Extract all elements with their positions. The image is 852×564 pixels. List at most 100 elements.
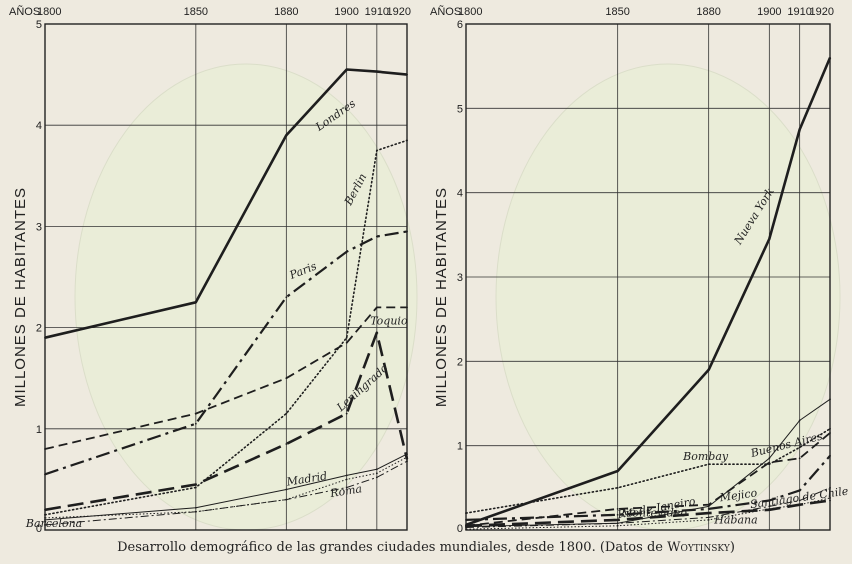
- data-point-barcelona-1900: [345, 478, 348, 481]
- data-point-madrid-1920: [406, 453, 408, 455]
- data-point-madrid-1850: [194, 506, 197, 509]
- data-point-bombay-1920: [829, 427, 831, 430]
- x-tick-label-1920: 1920: [387, 6, 411, 18]
- data-point-buenos-aires-1880: [707, 505, 710, 508]
- plot-frame: [465, 23, 831, 531]
- data-point-paris-1800: [44, 473, 46, 476]
- y-tick-label-1: 1: [36, 424, 42, 436]
- series-line-nueva-york: [465, 57, 832, 527]
- data-point-toquio-1800: [44, 448, 46, 450]
- caption-source: Woytinsky: [667, 540, 730, 555]
- data-point-madrid-1800: [44, 518, 46, 521]
- data-point-roma-1910: [375, 476, 378, 479]
- x-tick-label-1910: 1910: [787, 6, 811, 18]
- series-line-roma: [44, 460, 408, 526]
- data-point-habana-1880: [707, 512, 710, 515]
- background-halo: [74, 63, 418, 531]
- y-tick-label-6: 6: [457, 19, 463, 31]
- data-point-bombay-1910: [798, 446, 801, 449]
- caption-main: Desarrollo demográfico de las grandes ci…: [117, 540, 668, 555]
- data-point-nueva-york-1900: [768, 238, 771, 240]
- data-point-paris-1900: [345, 250, 348, 253]
- y-tick-label-0: 0: [36, 523, 42, 535]
- y-tick-label-5: 5: [36, 19, 42, 31]
- data-point-leningrado-1850: [194, 483, 197, 486]
- data-point-roma-1800: [44, 524, 46, 526]
- y-axis-label: MILLONES DE HABITANTES: [12, 187, 29, 407]
- y-tick-label-4: 4: [36, 120, 42, 132]
- data-point-berlin-1880: [285, 412, 288, 415]
- y-tick-label-0: 0: [457, 523, 463, 535]
- data-point-montevideo-1800: [465, 528, 467, 531]
- data-point-bombay-1800: [465, 512, 467, 515]
- data-point-paris-1850: [194, 422, 197, 425]
- data-point-rio-de-janeiro-1850: [616, 508, 619, 510]
- data-point-madrid-1910: [375, 468, 378, 471]
- data-point-berlin-1900: [345, 336, 348, 339]
- data-point-roma-1900: [345, 486, 348, 489]
- caption-close: ): [729, 540, 735, 555]
- series-line-berlin: [44, 139, 408, 516]
- x-tick-label-1880: 1880: [696, 6, 720, 18]
- data-point-leningrado-1910: [375, 331, 378, 334]
- data-point-londres-1880: [285, 134, 288, 137]
- series-line-barcelona: [44, 456, 408, 519]
- y-tick-label-4: 4: [457, 188, 463, 200]
- series-line-paris: [44, 230, 408, 476]
- y-tick-label-1: 1: [457, 441, 463, 453]
- figure-caption: Desarrollo demográfico de las grandes ci…: [0, 540, 852, 555]
- data-point-santiago-de-chile-1880: [707, 516, 710, 519]
- data-point-londres-1920: [406, 73, 408, 76]
- y-tick-label-2: 2: [457, 356, 463, 368]
- data-point-leningrado-1900: [345, 412, 348, 415]
- data-point-habana-1920: [829, 499, 831, 502]
- data-point-nueva-york-1850: [616, 470, 619, 472]
- data-point-nueva-york-1880: [707, 368, 710, 371]
- series-label-habana: Habana: [713, 513, 757, 526]
- data-point-paris-1880: [285, 296, 288, 299]
- series-line-rio-de-janeiro: [465, 432, 831, 527]
- data-point-paris-1910: [375, 235, 378, 238]
- x-tick-label-1900: 1900: [334, 6, 358, 18]
- data-point-barcelona-1920: [406, 456, 408, 459]
- data-point-berlin-1910: [375, 149, 378, 152]
- series-line-bombay: [465, 427, 831, 514]
- series-line-madrid: [44, 453, 408, 521]
- series-line-mejico: [465, 455, 831, 521]
- series-line-santiago-de-chile: [465, 487, 831, 528]
- data-point-rio-de-janeiro-1880: [707, 503, 710, 506]
- data-point-santiago-de-chile-1900: [768, 505, 771, 508]
- data-point-berlin-1920: [406, 139, 408, 142]
- data-point-londres-1850: [194, 301, 197, 304]
- data-point-santiago-de-chile-1920: [829, 486, 831, 489]
- data-point-santiago-de-chile-1910: [798, 499, 801, 502]
- x-tick-label-1900: 1900: [757, 6, 781, 18]
- data-point-toquio-1900: [345, 341, 348, 344]
- data-point-rio-de-janeiro-1910: [798, 457, 801, 460]
- series-line-leningrado: [44, 331, 409, 512]
- x-tick-label-1910: 1910: [365, 6, 389, 18]
- series-label-montevideo: Montevideo: [620, 507, 687, 520]
- data-point-habana-1910: [798, 503, 801, 506]
- data-point-buenos-aires-1910: [798, 419, 801, 422]
- data-point-madrid-1880: [285, 488, 288, 491]
- y-axis-label: MILLONES DE HABITANTES: [433, 187, 450, 407]
- x-tick-label-1800: 1800: [458, 6, 482, 18]
- series-label-mejico: Mejico: [718, 486, 758, 504]
- data-point-montevideo-1850: [616, 524, 619, 527]
- x-tick-label-1920: 1920: [810, 6, 834, 18]
- data-point-toquio-1850: [194, 412, 197, 415]
- series-line-londres: [44, 68, 408, 339]
- data-point-barcelona-1800: [44, 516, 46, 519]
- data-point-barcelona-1880: [285, 498, 288, 501]
- data-point-mejico-1900: [768, 499, 771, 502]
- x-tick-label-1850: 1850: [184, 6, 208, 18]
- data-point-rio-de-janeiro-1920: [829, 432, 831, 434]
- data-point-nueva-york-1920: [829, 56, 831, 59]
- data-point-leningrado-1920: [406, 458, 408, 461]
- series-label-toquio: Toquio: [370, 315, 408, 328]
- data-point-roma-1920: [406, 460, 408, 463]
- series-label-bombay: Bombay: [682, 450, 729, 463]
